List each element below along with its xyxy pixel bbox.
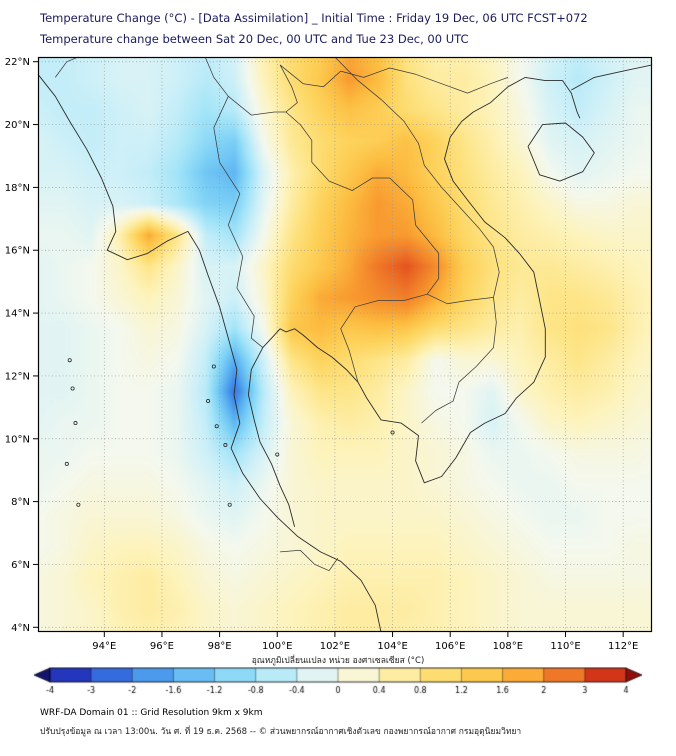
- map-frame: [37, 56, 653, 633]
- colorbar-label: อุณหภูมิเปลี่ยนแปลง หน่วย องศาเซลเซียส (…: [251, 656, 425, 666]
- coastline: [525, 76, 581, 119]
- x-tick-label: 96°E: [150, 641, 174, 652]
- island-outline: [275, 452, 280, 457]
- x-tick-label: 100°E: [262, 641, 292, 652]
- map-overlay: 94°E 96°E 98°E 100°E 102°E 104°E 106°E 108°E 110…: [5, 56, 653, 652]
- country-border: [279, 64, 509, 94]
- y-tick-label: 20°N: [5, 120, 30, 131]
- footer-domain-info: WRF-DA Domain 01 :: Grid Resolution 9km …: [40, 708, 263, 718]
- x-tick-label: 106°E: [435, 641, 465, 652]
- x-tick-label: 112°E: [608, 641, 638, 652]
- y-tick-label: 4°N: [11, 623, 30, 634]
- footer-update-info: ปรับปรุงข้อมูล ณ เวลา 13:00น. วัน ศ. ที่…: [40, 727, 522, 737]
- x-tick-label: 108°E: [493, 641, 523, 652]
- chart-title-block: Temperature Change (°C) - [Data Assimila…: [40, 8, 588, 50]
- colorbar-canvas: [32, 667, 644, 701]
- y-tick-label: 14°N: [5, 309, 30, 320]
- country-border: [213, 96, 264, 348]
- y-tick-label: 8°N: [11, 497, 30, 508]
- country-border: [279, 64, 298, 113]
- title-line-2: Temperature change between Sat 20 Dec, 0…: [40, 32, 469, 46]
- country-border: [228, 96, 440, 295]
- country-border: [54, 56, 79, 78]
- y-tick-label: 12°N: [5, 371, 30, 382]
- y-tick-label: 16°N: [5, 246, 30, 257]
- island-outline: [73, 421, 78, 426]
- country-border: [204, 56, 229, 97]
- x-tick-label: 110°E: [550, 641, 580, 652]
- country-border: [427, 293, 494, 305]
- island-outline: [214, 424, 219, 429]
- island-outline: [64, 461, 69, 466]
- island-outline: [70, 386, 75, 391]
- coastline: [247, 77, 546, 527]
- y-tick-label: 10°N: [5, 434, 30, 445]
- x-tick-label: 94°E: [92, 641, 116, 652]
- y-tick-label: 22°N: [5, 57, 30, 68]
- island-outline: [76, 502, 81, 507]
- country-border: [334, 56, 500, 424]
- island-outline: [211, 364, 216, 369]
- country-border: [280, 549, 339, 572]
- coastline: [37, 74, 382, 633]
- coastline: [571, 64, 653, 91]
- y-tick-label: 6°N: [11, 560, 30, 571]
- country-border: [340, 293, 428, 383]
- island-outline: [227, 502, 232, 507]
- x-tick-label: 104°E: [377, 641, 407, 652]
- island-outline: [223, 443, 228, 448]
- island-outline: [206, 399, 211, 404]
- x-tick-label: 102°E: [320, 641, 350, 652]
- y-tick-label: 18°N: [5, 183, 30, 194]
- title-line-1: Temperature Change (°C) - [Data Assimila…: [40, 11, 588, 25]
- heatmap-canvas: [38, 57, 652, 632]
- x-tick-label: 98°E: [208, 641, 232, 652]
- island-outline: [67, 358, 72, 363]
- island-outline: [390, 430, 395, 435]
- coastline: [527, 122, 595, 182]
